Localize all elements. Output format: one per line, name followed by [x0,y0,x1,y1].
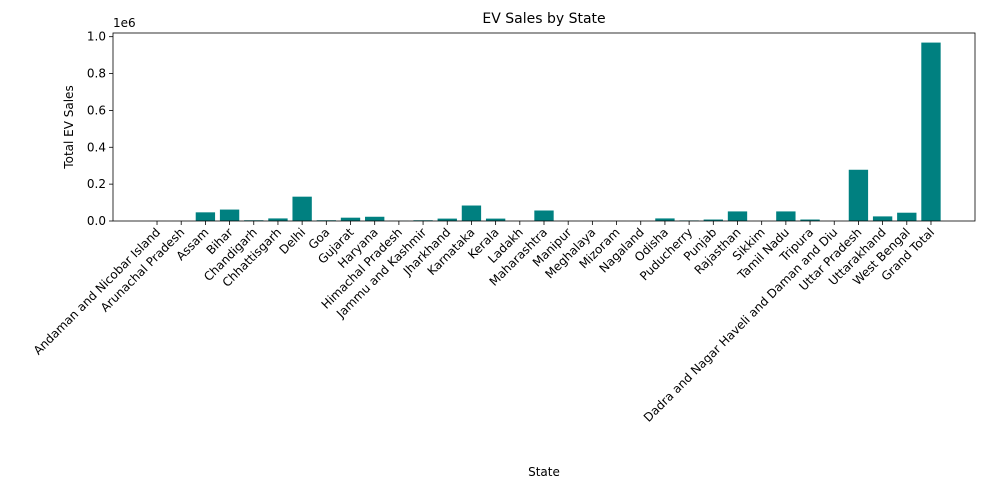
bar-29 [848,169,869,221]
bar-3 [219,209,240,221]
bar-13 [461,205,482,221]
bar-21 [655,218,675,221]
y-axis: 0.0 0.2 0.4 0.6 0.8 1.0 [87,30,113,228]
bar-2 [195,212,216,221]
y-scale-label: 1e6 [113,16,136,30]
bar-12 [437,218,457,221]
x-axis-label: State [528,465,560,479]
y-tick-label: 0.4 [87,140,106,154]
plot-frame [112,32,976,222]
chart-title: EV Sales by State [482,11,605,27]
bar-14 [485,218,506,221]
bar-16 [534,210,554,221]
bar-23 [703,219,723,221]
y-axis-label: Total EV Sales [62,85,76,169]
bar-5 [268,218,288,221]
bar-26 [776,211,796,221]
bar-8 [340,217,361,221]
bar-31 [897,212,917,221]
y-tick-label: 0.2 [87,177,106,191]
bar-6 [292,196,312,221]
y-tick-label: 0.8 [87,67,106,81]
bar-32 [921,42,941,221]
bar-24 [727,211,748,221]
bar-30 [872,216,893,221]
bar-9 [365,216,385,221]
bar-27 [800,219,820,221]
y-tick-label: 0.0 [87,214,106,228]
y-tick-label: 0.6 [87,103,106,117]
y-tick-label: 1.0 [87,30,106,44]
bars-group [147,42,941,221]
